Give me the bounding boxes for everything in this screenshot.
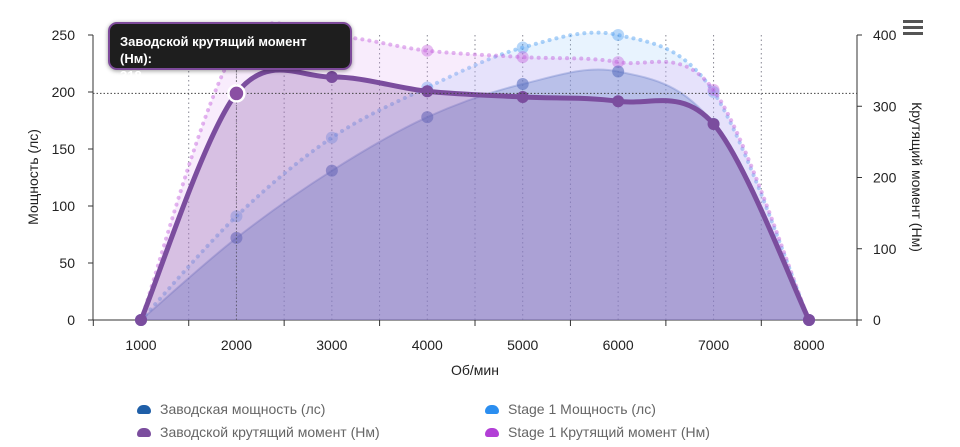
legend-marker-icon: [137, 404, 151, 414]
data-point: [516, 90, 529, 103]
data-point: [612, 65, 625, 78]
legend-marker-icon: [485, 427, 499, 437]
left-tick-label: 0: [67, 312, 75, 328]
legend-label: Stage 1 Мощность (лс): [508, 401, 656, 417]
x-tick-label: 5000: [507, 337, 538, 353]
data-point: [516, 78, 529, 91]
left-tick-label: 250: [52, 27, 76, 43]
right-tick-label: 0: [873, 312, 881, 328]
right-tick-label: 400: [873, 27, 897, 43]
right-tick-label: 300: [873, 98, 897, 114]
x-tick-label: 2000: [221, 337, 252, 353]
legend-item-stage1-power[interactable]: Stage 1 Мощность (лс): [485, 401, 656, 417]
data-point: [421, 44, 434, 57]
data-point: [707, 86, 720, 98]
highlighted-point: [227, 84, 246, 103]
hamburger-menu-icon[interactable]: [903, 20, 923, 36]
right-tick-label: 200: [873, 170, 897, 186]
x-axis-title: Об/мин: [451, 362, 499, 378]
left-tick-label: 150: [52, 141, 76, 157]
left-axis-title: Мощность (лс): [25, 129, 41, 225]
data-point: [803, 314, 815, 326]
series-line: [139, 21, 811, 322]
x-tick-label: 1000: [125, 337, 156, 353]
x-tick-label: 7000: [698, 337, 729, 353]
left-tick-label: 200: [52, 84, 76, 100]
legend-label: Заводской крутящий момент (Нм): [160, 424, 380, 440]
data-point: [707, 83, 720, 96]
legend-marker-icon: [137, 427, 151, 437]
left-tick-label: 50: [59, 255, 75, 271]
right-axis-title: Крутящий момент (Нм): [909, 102, 925, 252]
legend-item-factory-torque[interactable]: Заводской крутящий момент (Нм): [137, 424, 380, 440]
legend-item-factory-power[interactable]: Заводская мощность (лс): [137, 401, 325, 417]
data-point: [135, 314, 147, 326]
right-tick-label: 100: [873, 241, 897, 257]
x-tick-label: 4000: [412, 337, 443, 353]
data-point: [516, 51, 529, 64]
data-point: [230, 231, 243, 244]
series-line: [139, 30, 811, 322]
data-point: [325, 164, 338, 177]
data-point: [421, 111, 434, 124]
legend-label: Заводская мощность (лс): [160, 401, 326, 417]
data-point: [707, 118, 720, 131]
series-area: [141, 32, 809, 320]
data-point: [325, 71, 338, 84]
data-point: [325, 131, 338, 144]
x-tick-label: 3000: [316, 337, 347, 353]
series-area: [141, 69, 809, 320]
x-tick-label: 6000: [603, 337, 634, 353]
series-area: [141, 70, 809, 320]
left-tick-label: 100: [52, 198, 76, 214]
tooltip-title: Заводской крутящий момент (Нм):: [120, 34, 307, 66]
legend-item-stage1-torque[interactable]: Stage 1 Крутящий момент (Нм): [485, 424, 710, 440]
legend-marker-icon: [485, 404, 499, 414]
tooltip: Заводской крутящий момент (Нм): 318: [108, 22, 352, 83]
legend-label: Stage 1 Крутящий момент (Нм): [508, 424, 710, 440]
x-tick-label: 8000: [793, 337, 824, 353]
data-point: [421, 85, 434, 98]
data-point: [612, 29, 625, 41]
data-point: [516, 41, 529, 54]
tooltip-value: 318: [120, 68, 142, 83]
data-point: [612, 56, 625, 69]
data-point: [230, 210, 243, 223]
data-point: [612, 95, 625, 108]
series-area: [141, 23, 809, 320]
